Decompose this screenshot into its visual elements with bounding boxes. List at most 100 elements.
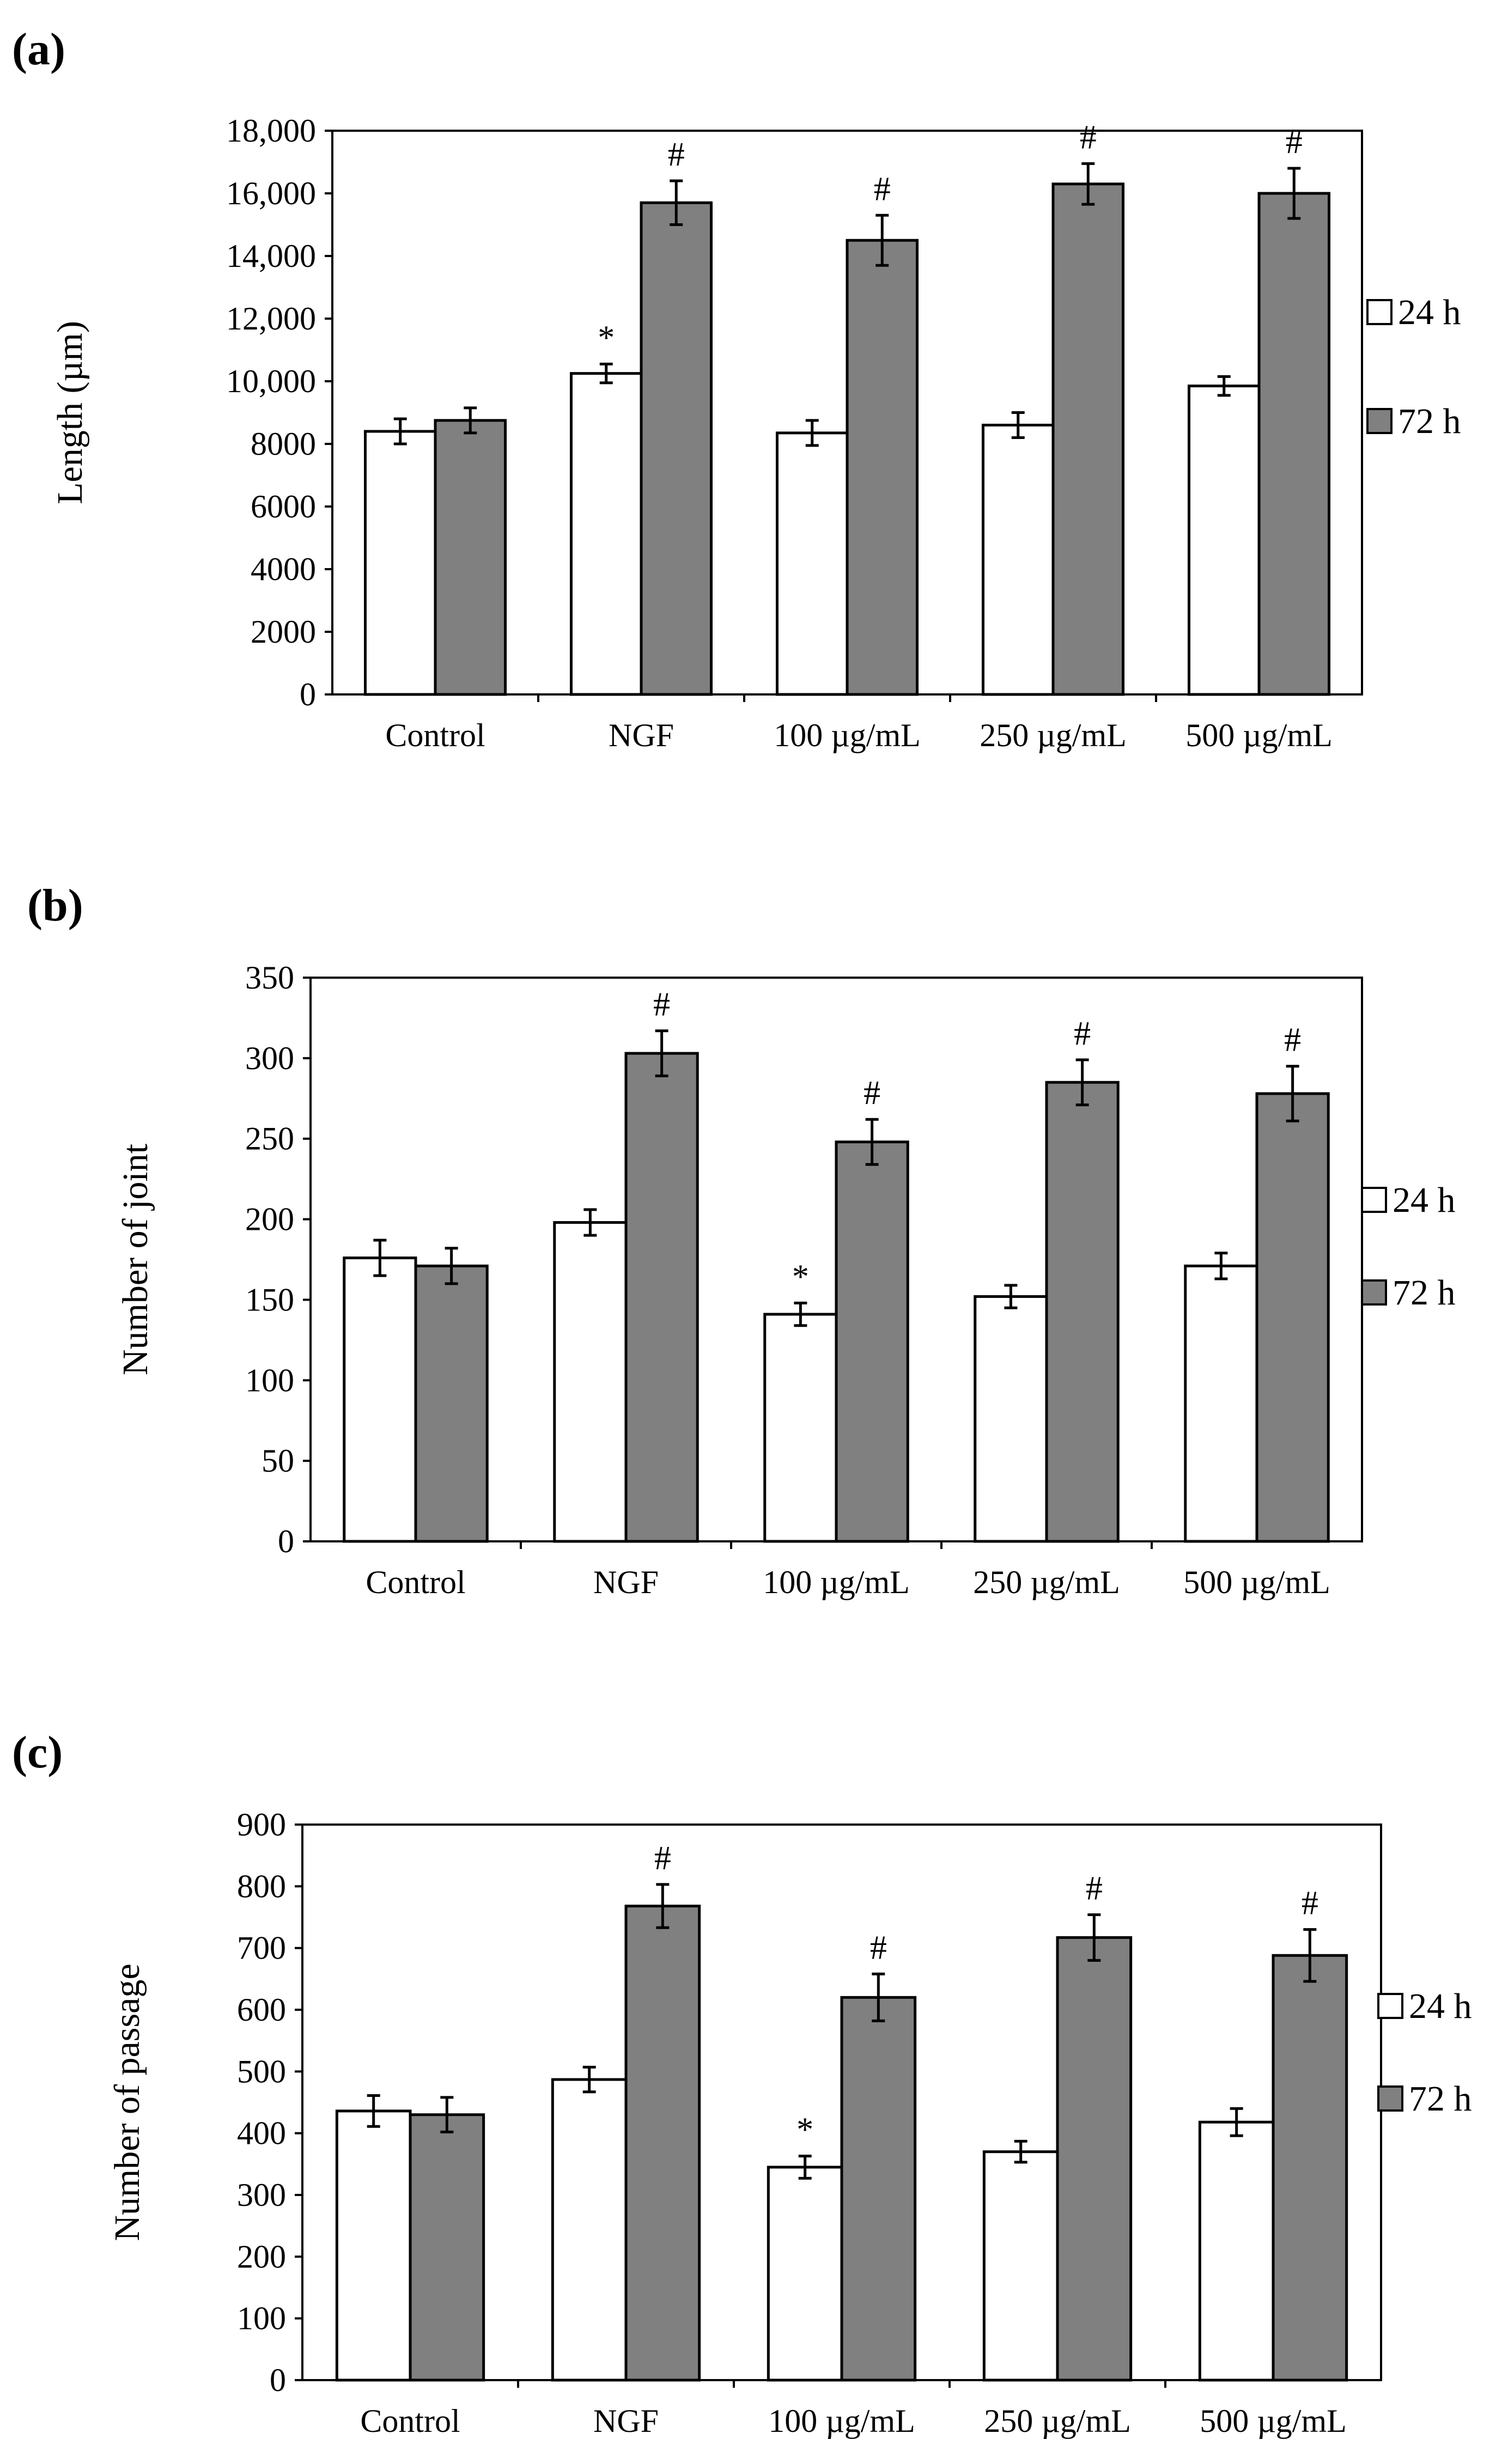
- y-tick-label: 300: [237, 2177, 286, 2213]
- significance-mark: *: [796, 2112, 813, 2149]
- y-tick-label: 8000: [251, 426, 316, 462]
- bar: [1198, 2120, 1275, 2382]
- y-tick-label: 18,000: [226, 113, 316, 149]
- category-label: Control: [360, 2403, 460, 2439]
- category-label: 250 µg/mL: [973, 1564, 1120, 1600]
- panel-label: (a): [12, 24, 65, 75]
- significance-mark: #: [1074, 1015, 1091, 1052]
- panel-label: (b): [27, 880, 83, 931]
- bar: [409, 2113, 485, 2382]
- bar: [335, 2109, 412, 2382]
- y-tick-label: 0: [300, 676, 316, 712]
- y-tick-label: 4000: [251, 551, 316, 587]
- bar: [551, 2078, 628, 2382]
- legend-swatch: [1361, 1187, 1387, 1213]
- y-tick-label: 0: [270, 2362, 286, 2398]
- legend-swatch: [1366, 299, 1393, 325]
- y-tick-label: 600: [237, 1992, 286, 2028]
- legend-label: 24 h: [1398, 292, 1461, 332]
- category-label: 500 µg/mL: [1183, 1564, 1330, 1600]
- bar: [982, 2150, 1059, 2382]
- legend-label: 72 h: [1409, 2079, 1472, 2119]
- significance-mark: #: [1286, 124, 1303, 161]
- bar: [624, 1905, 701, 2382]
- significance-mark: #: [1284, 1022, 1301, 1059]
- significance-mark: *: [792, 1258, 809, 1295]
- panel-b: (b) 0 50 100 150 200 250 300 350 Number of joint C…: [27, 880, 1456, 1600]
- bar: [1187, 385, 1261, 696]
- y-tick-label: 250: [245, 1121, 294, 1157]
- legend-swatch: [1361, 1279, 1387, 1306]
- bar: [343, 1257, 417, 1543]
- significance-mark: #: [1080, 119, 1097, 156]
- y-axis-label: Number of joint: [115, 1144, 155, 1375]
- significance-mark: *: [598, 319, 615, 356]
- bar: [1257, 192, 1331, 696]
- significance-mark: #: [668, 136, 685, 173]
- y-tick-label: 2000: [251, 614, 316, 650]
- y-tick-label: 400: [237, 2115, 286, 2151]
- bar: [569, 372, 643, 696]
- significance-mark: #: [870, 1929, 887, 1966]
- y-tick-label: 150: [245, 1282, 294, 1318]
- y-tick-label: 300: [245, 1040, 294, 1076]
- y-tick-label: 12,000: [226, 301, 316, 337]
- bar: [775, 431, 849, 696]
- bar: [974, 1295, 1048, 1543]
- legend-swatch: [1377, 1993, 1403, 2019]
- category-label: 250 µg/mL: [984, 2403, 1131, 2439]
- bar: [763, 1313, 838, 1543]
- category-label: 500 µg/mL: [1185, 717, 1333, 753]
- y-tick-label: 10,000: [226, 363, 316, 399]
- legend-label: 72 h: [1393, 1273, 1456, 1313]
- category-label: NGF: [593, 1564, 659, 1600]
- y-tick-label: 6000: [251, 489, 316, 524]
- bar: [414, 1264, 489, 1543]
- y-tick-label: 14,000: [226, 238, 316, 274]
- y-tick-label: 500: [237, 2053, 286, 2089]
- bar: [363, 430, 437, 696]
- significance-mark: #: [864, 1075, 880, 1112]
- significance-mark: #: [1086, 1870, 1103, 1907]
- category-label: 100 µg/mL: [763, 1564, 910, 1600]
- panel-c: (c) 0 100 200 300 400 500 600 700 800 900 Number of…: [12, 1727, 1472, 2439]
- bar: [640, 201, 713, 696]
- significance-mark: #: [653, 986, 670, 1023]
- category-label: NGF: [609, 717, 674, 753]
- y-tick-label: 100: [237, 2301, 286, 2337]
- y-tick-label: 0: [278, 1523, 294, 1559]
- category-label: Control: [385, 717, 485, 753]
- y-tick-label: 350: [245, 960, 294, 996]
- category-label: 100 µg/mL: [774, 717, 921, 753]
- bar: [553, 1221, 628, 1543]
- bar: [1272, 1954, 1348, 2382]
- y-tick-label: 50: [262, 1443, 294, 1479]
- legend-label: 24 h: [1409, 1986, 1472, 2026]
- bar: [846, 239, 919, 696]
- bar: [840, 1996, 917, 2382]
- y-tick-label: 200: [245, 1201, 294, 1237]
- panel-a: (a) 0 2000 4000 6000 8000 10,000 12,000 14,000 16…: [12, 24, 1461, 753]
- y-axis-label: Length (µm): [50, 321, 90, 504]
- category-label: Control: [366, 1564, 465, 1600]
- y-tick-label: 100: [245, 1362, 294, 1398]
- bar: [981, 424, 1055, 696]
- y-tick-label: 900: [237, 1807, 286, 1843]
- legend-label: 24 h: [1393, 1180, 1456, 1220]
- bar: [1255, 1092, 1330, 1543]
- bar: [1184, 1264, 1258, 1543]
- legend-swatch: [1366, 408, 1393, 434]
- bar: [1045, 1081, 1120, 1543]
- significance-mark: #: [1302, 1885, 1318, 1922]
- bar: [434, 419, 507, 696]
- category-label: 500 µg/mL: [1200, 2403, 1347, 2439]
- category-label: 100 µg/mL: [768, 2403, 915, 2439]
- significance-mark: #: [874, 170, 891, 208]
- y-tick-label: 800: [237, 1868, 286, 1904]
- category-label: 250 µg/mL: [980, 717, 1127, 753]
- bar: [624, 1052, 699, 1543]
- significance-mark: #: [654, 1840, 671, 1877]
- bar: [767, 2166, 843, 2382]
- y-tick-label: 700: [237, 1930, 286, 1966]
